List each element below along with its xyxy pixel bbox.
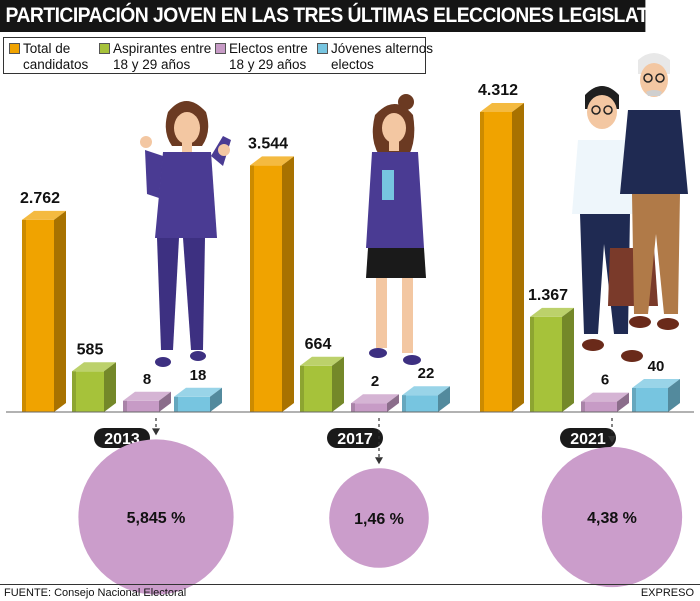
value-label-alternos-2017: 22 [418,365,435,382]
legend-swatch-alternos [317,43,328,54]
value-label-aspirantes-2017: 664 [305,336,332,353]
value-label-total-2017: 3.544 [248,135,288,152]
year-badges: 2013 2017 2021 [94,428,616,448]
percentage-circle-2017 [329,468,429,568]
year-badge-2021: 2021 [560,428,616,448]
pointer-arrow-2021 [608,435,616,443]
percentage-label-2017: 1,46 % [354,511,404,528]
footer-divider [0,584,700,585]
year-label-2017: 2017 [337,431,373,448]
bar-total-2017 [250,156,294,412]
man-figure-icon [620,53,688,330]
bar-aspirantes-2013 [72,362,116,412]
man-figure-icon [572,86,658,362]
percentage-circle-2021 [541,446,683,588]
legend: Total de candidatos Aspirantes entre 18 … [3,37,433,74]
bar-aspirantes-2017 [300,356,344,412]
brand-name: EXPRESO [640,587,694,599]
bar-alternos-2021 [632,379,680,412]
bar-electos-2017 [351,394,399,412]
legend-label-aspirantes: Aspirantes entre 18 y 29 años [113,41,212,72]
pointer-arrow-2017 [375,457,383,465]
bar-alternos-2013 [174,387,222,412]
percentage-label-2021: 4,38 % [587,510,637,527]
source-note: FUENTE: Consejo Nacional Electoral [4,587,187,599]
value-label-total-2013: 2.762 [20,190,60,207]
bar-alternos-2017 [402,386,450,412]
value-label-alternos-2021: 40 [648,358,665,375]
legend-label-alternos: Jóvenes alternos electos [331,41,434,72]
woman-figure-icon [366,94,426,365]
bar-aspirantes-2021 [530,307,574,412]
legend-label-electos: Electos entre 18 y 29 años [229,41,308,72]
percentage-circles: 5,845 % 1,46 % 4,38 % [78,418,683,595]
value-label-alternos-2013: 18 [190,367,207,384]
pointer-arrow-2013 [152,428,160,436]
bar-electos-2013 [123,391,171,412]
year-label-2021: 2021 [570,431,606,448]
percentage-label-2013: 5,845 % [127,510,186,527]
value-label-electos-2013: 8 [143,371,151,388]
value-label-electos-2017: 2 [371,373,379,390]
bar-electos-2021 [581,392,629,412]
value-label-electos-2021: 6 [601,372,609,389]
chart-title: PARTICIPACIÓN JOVEN EN LAS TRES ÚLTIMAS … [0,0,690,32]
value-label-total-2021: 4.312 [478,82,518,99]
value-label-aspirantes-2021: 1.367 [528,287,568,304]
year-badge-2017: 2017 [327,428,383,448]
legend-swatch-aspirantes [99,43,110,54]
legend-swatch-electos [215,43,226,54]
legend-swatch-total [9,43,20,54]
illustrations [140,53,688,367]
value-label-aspirantes-2013: 585 [77,341,104,358]
bar-total-2021 [480,103,524,412]
percentage-circle-2013 [78,439,234,595]
bar-total-2013 [22,210,66,412]
legend-label-total: Total de candidatos [23,41,89,72]
bars [22,103,680,412]
woman-figure-icon [140,101,231,367]
